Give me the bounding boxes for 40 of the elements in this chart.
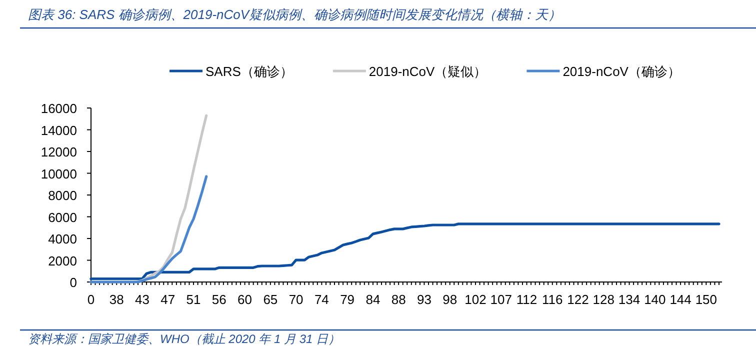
y-tick-label: 0	[70, 275, 77, 290]
x-tick-label: 51	[186, 292, 201, 307]
x-tick-label: 88	[391, 292, 406, 307]
text: 资料来源：国家卫健委、WHO（截止 2020 年 1 月 31 日）	[28, 332, 340, 346]
y-tick-label: 16000	[40, 101, 77, 116]
x-tick-label: 134	[618, 292, 640, 307]
y-tick-label: 8000	[48, 188, 77, 203]
x-tick-label: 93	[416, 292, 432, 307]
x-tick-label: 43	[135, 292, 150, 307]
chart-title: 图表 36: SARS 确诊病例、2019-nCoV疑似病例、确诊病例随时间发展变化情况（横轴：天）	[28, 7, 562, 22]
x-tick-label: 38	[109, 292, 124, 307]
x-tick-label: 70	[288, 292, 304, 307]
x-tick-label: 98	[442, 292, 458, 307]
x-tick-label: 150	[695, 292, 718, 307]
line-series	[90, 175, 208, 284]
x-tick-label: 122	[567, 292, 589, 307]
x-tick-label: 47	[160, 292, 176, 307]
y-tick-label: 4000	[48, 232, 77, 246]
x-tick-label: 102	[464, 292, 486, 307]
y-tick-label: 12000	[40, 144, 77, 160]
x-tick-label: 60	[238, 292, 252, 307]
x-tick-label: 56	[212, 292, 226, 307]
x-tick-label: 112	[516, 292, 538, 307]
legend-label: 2019-nCoV（疑似）	[368, 64, 487, 79]
legend-label: SARS（确诊）	[206, 64, 293, 79]
x-tick-label: 144	[670, 292, 692, 307]
x-tick-label: 116	[542, 292, 563, 307]
x-tick-label: 140	[644, 292, 666, 307]
legend-label: 2019-nCoV（确诊）	[562, 64, 680, 79]
x-tick-label: 128	[592, 292, 615, 307]
x-tick-label: 74	[314, 292, 329, 307]
x-tick-label: 0	[87, 292, 95, 307]
x-tick-label: 84	[366, 292, 380, 307]
y-tick-label: 10000	[40, 166, 77, 182]
x-tick-label: 65	[263, 292, 278, 307]
x-tick-label: 107	[490, 292, 512, 307]
y-tick-label: 2000	[48, 253, 77, 268]
y-tick-label: 14000	[40, 122, 77, 138]
y-tick-label: 6000	[48, 210, 77, 225]
x-tick-label: 79	[340, 292, 355, 307]
